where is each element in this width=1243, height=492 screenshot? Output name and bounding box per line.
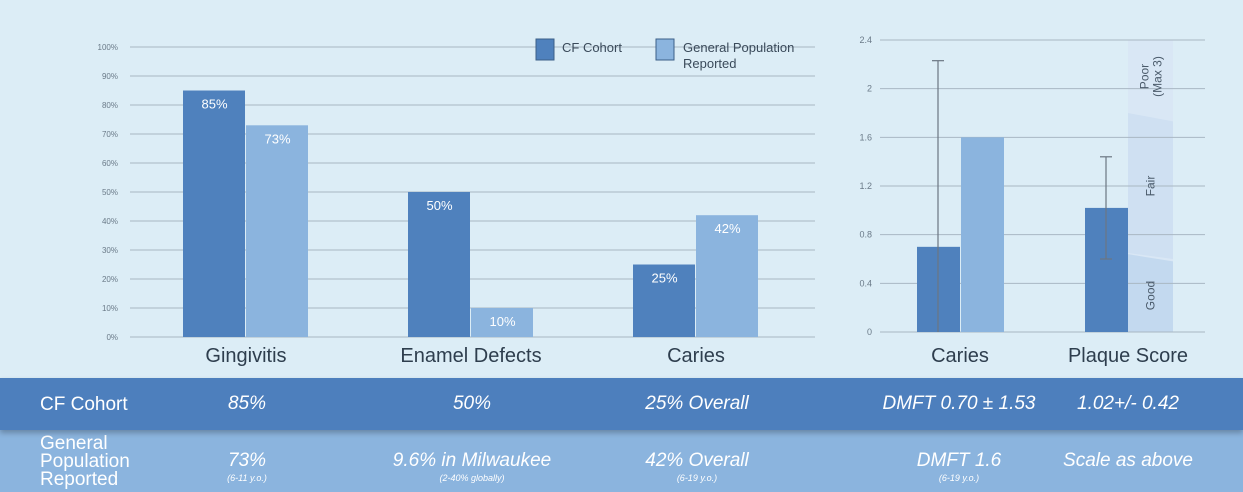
bar-data-label: 73%: [264, 131, 290, 146]
x-tick-label: Caries: [667, 345, 725, 367]
cf-plaque-value: 1.02+/- 0.42: [1077, 393, 1179, 414]
bar: [408, 192, 470, 337]
cf-dmft-cell: DMFT 0.70 ± 1.53: [883, 393, 1036, 415]
bar-data-label: 50%: [426, 198, 452, 213]
y-tick-label: 50%: [102, 188, 118, 197]
bar-data-label: 25%: [651, 271, 677, 286]
bar-data-label: 42%: [714, 221, 740, 236]
bar: [246, 125, 308, 337]
legend-swatch-gen: [655, 38, 675, 61]
table-row-general-population: General Population Reported 73% (6-11 y.…: [0, 430, 1243, 492]
y-tick-label: 100%: [98, 43, 118, 52]
y-tick-label: 0%: [106, 333, 118, 342]
bar: [696, 215, 758, 337]
y-tick-label: 40%: [102, 217, 118, 226]
cf-enamel-value: 50%: [452, 393, 492, 414]
table-row-cf-cohort: CF Cohort 85% 50% 25% Overall DMFT 0.70 …: [0, 378, 1243, 430]
y-tick-label: 70%: [102, 130, 118, 139]
gen-gingivitis-cell: 73% (6-11 y.o.): [227, 450, 267, 483]
x-tick-label: Caries: [931, 345, 989, 367]
gen-plaque-cell: Scale as above: [1063, 450, 1193, 472]
band-good: [1128, 254, 1173, 332]
gen-caries-note: (6-19 y.o.): [676, 473, 718, 483]
x-tick-label: Plaque Score: [1068, 345, 1188, 367]
y-tick-label: 0.4: [859, 278, 872, 288]
x-tick-label: Gingivitis: [205, 345, 286, 367]
band-label-poor-line1: Poor: [1138, 64, 1152, 89]
y-tick-label: 90%: [102, 72, 118, 81]
legend-swatch-cf: [535, 38, 555, 61]
band-label-poor-line2: (Max 3): [1151, 56, 1165, 97]
y-tick-label: 10%: [102, 304, 118, 313]
cf-gingivitis-cell: 85%: [228, 393, 266, 415]
cf-plaque-cell: 1.02+/- 0.42: [1077, 393, 1179, 415]
cf-enamel-cell: 50%: [453, 393, 491, 415]
bar: [183, 90, 245, 337]
bar-data-label: 10%: [489, 314, 515, 329]
gen-enamel-note: (2-40% globally): [439, 473, 505, 483]
gen-dmft-value: DMFT 1.6: [916, 450, 1002, 471]
gen-enamel-value: 9.6% in Milwaukee: [392, 450, 552, 471]
gen-gingivitis-note: (6-11 y.o.): [227, 473, 267, 483]
y-tick-label: 2: [867, 84, 872, 94]
gen-plaque-value: Scale as above: [1063, 450, 1193, 471]
gen-dmft-note: (6-19 y.o.): [938, 473, 980, 483]
y-tick-label: 0: [867, 327, 872, 337]
band-label-fair: Fair: [1144, 176, 1158, 197]
y-tick-label: 1.2: [859, 181, 872, 191]
row-header-general-population: General Population Reported: [40, 433, 130, 490]
gen-caries-cell: 42% Overall (6-19 y.o.): [645, 450, 749, 483]
cf-caries-cell: 25% Overall: [645, 393, 749, 415]
y-tick-label: 1.6: [859, 132, 872, 142]
x-tick-label: Enamel Defects: [400, 345, 541, 367]
row-header-line-3: Reported: [40, 469, 119, 490]
legend-label-gen-line2: Reported: [683, 56, 736, 71]
y-tick-label: 80%: [102, 101, 118, 110]
y-tick-label: 30%: [102, 246, 118, 255]
gen-dmft-cell: DMFT 1.6 (6-19 y.o.): [917, 450, 1001, 483]
legend-label-gen-line1: General Population: [683, 40, 794, 55]
y-tick-label: 2.4: [859, 35, 872, 45]
y-tick-label: 20%: [102, 275, 118, 284]
legend-label-cf: CF Cohort: [562, 40, 622, 55]
gen-gingivitis-value: 73%: [227, 450, 267, 471]
bar-data-label: 85%: [201, 97, 227, 112]
bar: [471, 308, 533, 337]
cf-dmft-value: DMFT 0.70 ± 1.53: [882, 393, 1036, 414]
gen-caries-value: 42% Overall: [645, 450, 749, 471]
row-header-line-2: Population: [40, 451, 130, 472]
cf-gingivitis-value: 85%: [227, 393, 267, 414]
gen-enamel-cell: 9.6% in Milwaukee (2-40% globally): [393, 450, 551, 483]
y-tick-label: 0.8: [859, 230, 872, 240]
row-header-line-1: General: [40, 433, 108, 454]
y-tick-label: 60%: [102, 159, 118, 168]
band-label-good: Good: [1144, 281, 1158, 310]
row-header-cf-cohort: CF Cohort: [40, 394, 128, 415]
bar: [633, 264, 695, 337]
bar: [961, 137, 1004, 332]
cf-caries-value: 25% Overall: [645, 393, 749, 414]
